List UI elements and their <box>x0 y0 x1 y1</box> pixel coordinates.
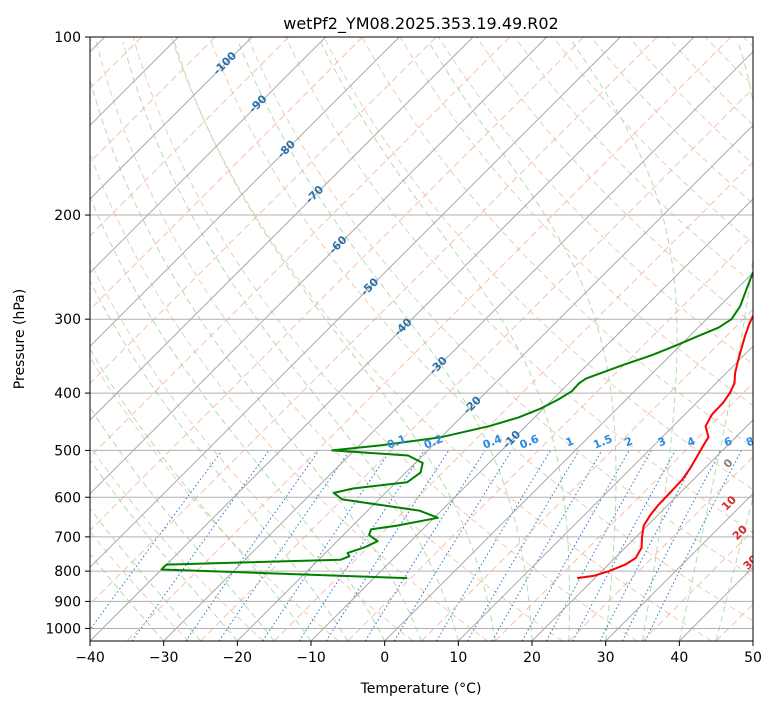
x-axis-ticks: −40 −30 −20 −10 0 10 20 30 40 50 <box>75 641 762 666</box>
x-tick-label: −20 <box>223 650 253 666</box>
y-tick-label: 300 <box>54 312 81 328</box>
isotherm-line <box>531 419 753 641</box>
isotherm-line <box>90 37 548 495</box>
isotherm-line <box>457 345 753 641</box>
isotherm-line <box>90 37 327 274</box>
dry-adiabat <box>170 37 712 641</box>
dry-adiabat <box>285 37 753 534</box>
mixing-ratio-label: 2 <box>623 434 635 449</box>
temperature-profile <box>577 313 753 580</box>
y-tick-label: 200 <box>54 208 81 224</box>
mixing-ratio-label: 8 <box>744 434 756 449</box>
isotherm-line <box>90 37 400 348</box>
x-tick-label: 50 <box>744 650 762 666</box>
y-tick-label: 700 <box>54 530 81 546</box>
skewed-isotherms <box>90 37 753 641</box>
moist-adiabat <box>90 459 238 641</box>
isotherm-line <box>384 271 753 641</box>
x-axis-label: Temperature (°C) <box>360 681 482 697</box>
y-tick-label: 100 <box>54 30 81 46</box>
mixing-ratio-line <box>90 450 223 631</box>
y-axis-label: Pressure (hPa) <box>12 289 28 389</box>
dry-adiabat <box>132 37 638 641</box>
mixing-ratio-line <box>545 450 652 641</box>
isotherm-line <box>605 492 753 641</box>
isotherm-line <box>90 37 695 641</box>
moist-adiabat <box>428 41 617 641</box>
dry-adiabat <box>476 37 753 325</box>
plot-frame <box>89 36 754 642</box>
isotherm-line <box>310 198 753 641</box>
y-tick-label: 800 <box>54 564 81 580</box>
x-tick-label: 10 <box>449 650 467 666</box>
moist-adiabat <box>173 41 496 641</box>
mixing-ratio-label: 1 <box>564 434 576 449</box>
isotherm-line <box>90 37 621 569</box>
mixing-ratio-line <box>621 450 722 641</box>
sounding-profiles <box>160 184 753 580</box>
plot-area: -100-90-80-70-60-50-40-30-20-100.1 0.2 0.4… <box>90 37 756 641</box>
x-tick-label: −40 <box>75 650 105 666</box>
isotherm-line <box>163 50 753 641</box>
mixing-ratio-label: 3 <box>656 434 668 449</box>
isotherm-line <box>90 37 474 421</box>
x-tick-label: 20 <box>523 650 541 666</box>
x-tick-label: 0 <box>380 650 389 666</box>
x-tick-label: −10 <box>296 650 326 666</box>
dry-adiabat <box>90 445 264 641</box>
y-tick-label: 600 <box>54 490 81 506</box>
mixing-ratio-line <box>218 450 351 641</box>
dry-adiabat <box>323 37 753 491</box>
moist-adiabat <box>90 195 386 641</box>
dry-adiabat <box>90 356 339 641</box>
mixing-ratio-line <box>325 450 450 641</box>
dry-adiabat <box>90 260 414 641</box>
mixing-ratio-line <box>572 450 676 641</box>
moist-adiabat <box>122 41 459 641</box>
moist-adiabat <box>90 507 201 641</box>
dry-adiabat <box>94 37 563 641</box>
x-tick-label: 40 <box>670 650 688 666</box>
dewpoint-profile <box>160 184 753 580</box>
y-tick-label: 500 <box>54 443 81 459</box>
y-tick-label: 400 <box>54 386 81 402</box>
moist-adiabat <box>320 41 570 641</box>
moist-adiabat <box>238 41 533 641</box>
mixing-ratio-line <box>644 450 742 641</box>
moist-adiabat <box>572 41 678 641</box>
isotherm-line <box>236 124 753 641</box>
mixing-ratio-line <box>185 450 320 641</box>
isotherm-line <box>90 37 253 200</box>
dry-adiabat <box>209 37 753 622</box>
mixing-ratio-line <box>393 450 513 641</box>
mixing-ratio-line <box>262 450 391 641</box>
y-tick-label: 900 <box>54 594 81 610</box>
x-tick-label: −30 <box>149 650 179 666</box>
moist-adiabat <box>715 496 753 641</box>
x-tick-label: 30 <box>597 650 615 666</box>
dry-adiabat <box>247 37 753 577</box>
moist-adiabat <box>90 553 165 641</box>
moist-adiabat <box>90 406 275 641</box>
isobar-gridlines <box>90 37 753 629</box>
y-axis-ticks: 1000 900 800 700 600 500 400 300 200 100 <box>45 30 90 637</box>
mixing-ratio-line <box>298 450 425 641</box>
y-tick-label: 1000 <box>45 621 81 637</box>
moist-adiabat <box>90 279 349 641</box>
mixing-ratio-line <box>521 450 630 641</box>
moist-adiabat <box>90 77 422 641</box>
chart-title: wetPf2_YM08.2025.353.19.49.R02 <box>283 14 558 34</box>
